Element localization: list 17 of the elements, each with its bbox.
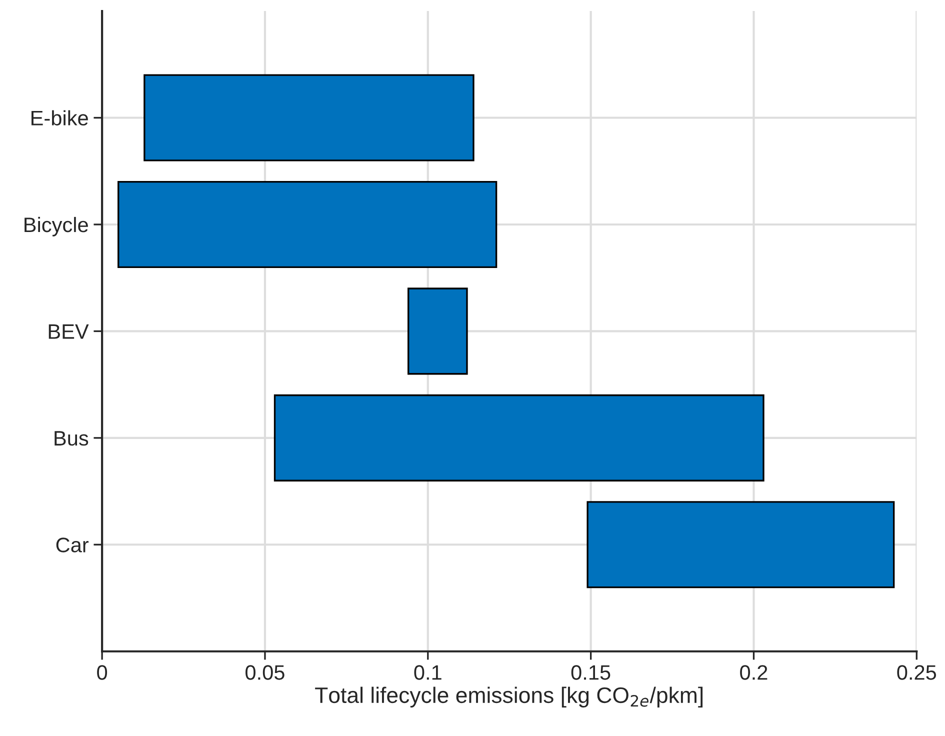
x-tick-label: 0	[97, 665, 108, 680]
bar	[586, 501, 895, 588]
bar	[118, 180, 498, 268]
y-tick-label: E-bike	[32, 110, 88, 126]
x-tick-label: 0.05	[246, 665, 284, 680]
y-tick-label: Car	[56, 538, 89, 552]
bar	[274, 394, 764, 482]
y-tick-label: Bicycle	[24, 216, 88, 236]
y-tick-label: Bus	[54, 431, 88, 446]
x-tick-label: 0.1	[414, 665, 442, 680]
bar	[144, 74, 474, 162]
x-axis-title: Total lifecycle emissions [kg CO$_{2e}$/pkm]	[315, 686, 703, 708]
x-tick-label: 0.2	[740, 665, 768, 680]
bar	[408, 288, 468, 375]
x-tick-label: 0.25	[897, 665, 936, 680]
x-tick-label: 0.15	[571, 665, 610, 680]
y-tick-label: BEV	[48, 324, 89, 339]
